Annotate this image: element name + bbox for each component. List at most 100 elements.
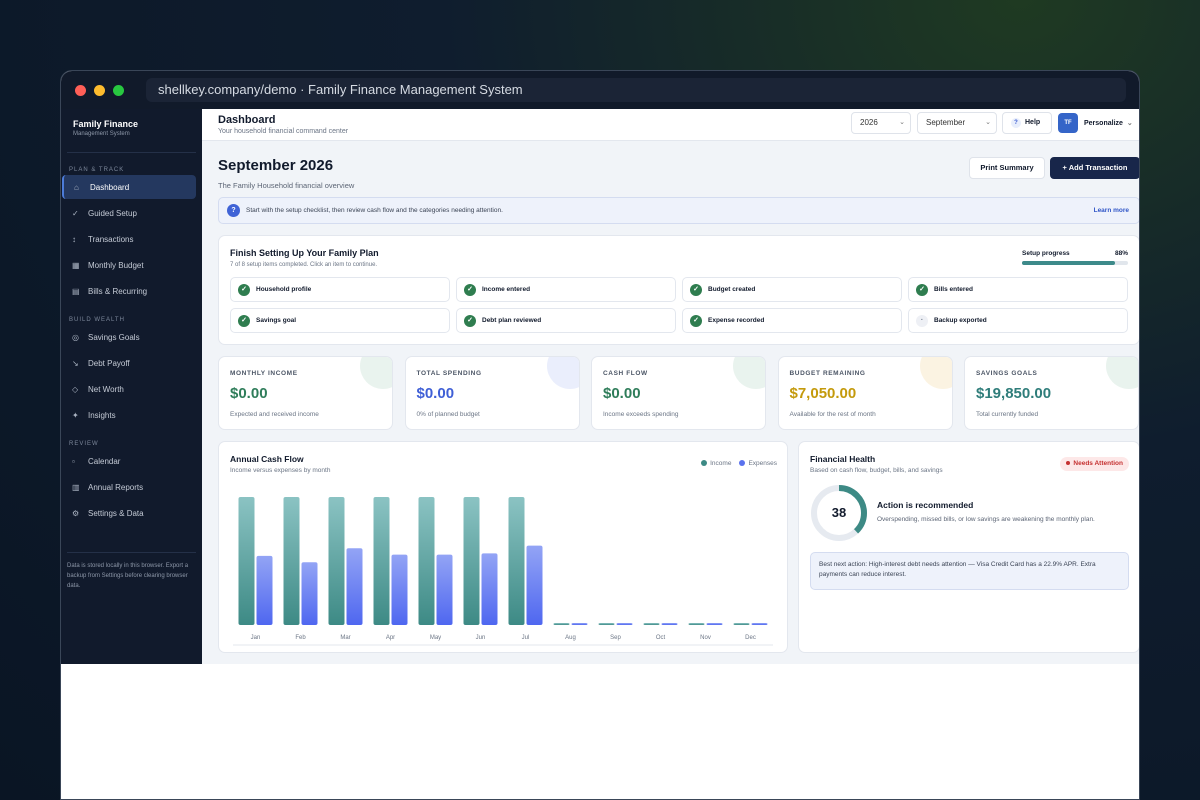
bar-expenses-apr[interactable] <box>391 554 408 625</box>
sidebar-item-bills-recurring[interactable]: ▤ Bills & Recurring <box>62 279 196 303</box>
x-tick-label: Aug <box>565 635 576 641</box>
sidebar-item-debt-payoff[interactable]: ↘ Debt Payoff <box>62 351 196 375</box>
legend-expenses-label: Expenses <box>748 460 777 467</box>
cashflow-subtitle: Income versus expenses by month <box>230 467 331 474</box>
check-icon: ✓ <box>916 283 928 296</box>
sidebar-item-transactions[interactable]: ↕ Transactions <box>62 227 196 251</box>
sidebar-item-label: Transactions <box>88 234 134 244</box>
sidebar-item-annual-reports[interactable]: ▥ Annual Reports <box>62 475 196 499</box>
bar-income-apr[interactable] <box>373 497 390 625</box>
check-icon: ✓ <box>238 314 250 327</box>
sidebar-item-guided-setup[interactable]: ✓ Guided Setup <box>62 201 196 225</box>
month-select[interactable]: September ⌄ <box>917 112 997 134</box>
alert-dot-icon <box>1066 461 1071 466</box>
bar-income-dec[interactable] <box>733 623 750 625</box>
monthly-budget-icon: ▦ <box>72 260 80 270</box>
sidebar-nav: PLAN & TRACK ⌂ Dashboard ✓ Guided Setup … <box>61 153 202 525</box>
check-icon: ✓ <box>238 283 250 296</box>
x-tick-label: Oct <box>656 635 666 641</box>
setup-task[interactable]: ✓ Debt plan reviewed <box>456 308 676 333</box>
stat-value: $19,850.00 <box>976 385 1052 402</box>
setup-task[interactable]: ✓ Budget created <box>682 277 902 302</box>
help-icon: ? <box>1011 118 1021 128</box>
sidebar-section-label: PLAN & TRACK <box>69 167 125 173</box>
setup-task[interactable]: ✓ Bills entered <box>908 277 1128 302</box>
annual-cash-flow-card: Annual Cash Flow Income versus expenses … <box>218 441 788 653</box>
bar-income-sep[interactable] <box>598 623 615 625</box>
bar-expenses-nov[interactable] <box>706 623 723 625</box>
stat-value: $0.00 <box>416 385 455 402</box>
sidebar-item-label: Annual Reports <box>88 482 144 492</box>
chevron-down-icon: ⌄ <box>899 119 905 126</box>
browser-window: shellkey.company/demo · Family Finance M… <box>60 70 1140 800</box>
maximize-window-button[interactable] <box>113 84 124 96</box>
sidebar-item-savings-goals[interactable]: ◎ Savings Goals <box>62 325 196 349</box>
card-decoration <box>546 357 579 389</box>
url-bar[interactable]: shellkey.company/demo · Family Finance M… <box>146 78 1126 102</box>
score-ring-fill <box>811 485 867 541</box>
setup-task-label: Debt plan reviewed <box>482 317 542 324</box>
page-subtitle: The Family Household financial overview <box>218 181 355 190</box>
help-button[interactable]: ? Help <box>1002 112 1052 134</box>
bar-expenses-oct[interactable] <box>661 623 678 625</box>
bar-expenses-jul[interactable] <box>526 545 543 625</box>
bar-income-may[interactable] <box>418 497 435 625</box>
close-window-button[interactable] <box>75 84 86 96</box>
bar-expenses-jun[interactable] <box>481 553 498 625</box>
print-summary-button[interactable]: Print Summary <box>969 157 1045 179</box>
brand-subtitle: Management System <box>73 131 130 137</box>
setup-task[interactable]: ✓ Household profile <box>230 277 450 302</box>
page-below-area <box>61 664 1139 799</box>
sidebar-item-net-worth[interactable]: ◇ Net Worth <box>62 377 196 401</box>
health-score: 38 <box>831 505 847 520</box>
year-select[interactable]: 2026 ⌄ <box>851 112 911 134</box>
bar-income-mar[interactable] <box>328 497 345 625</box>
sidebar-item-label: Calendar <box>88 456 121 466</box>
learn-more-link[interactable]: Learn more <box>1093 207 1129 214</box>
bar-expenses-jan[interactable] <box>256 555 273 625</box>
pending-icon: · <box>916 314 928 327</box>
bar-income-jun[interactable] <box>463 497 480 625</box>
card-decoration <box>733 357 765 389</box>
cashflow-title: Annual Cash Flow <box>230 454 304 464</box>
sidebar-item-dashboard[interactable]: ⌂ Dashboard <box>62 175 196 199</box>
bar-expenses-sep[interactable] <box>616 623 633 625</box>
bar-income-feb[interactable] <box>283 497 300 625</box>
bar-income-jul[interactable] <box>508 497 525 625</box>
bar-expenses-feb[interactable] <box>301 562 318 625</box>
bar-income-nov[interactable] <box>688 623 705 625</box>
bar-expenses-mar[interactable] <box>346 548 363 625</box>
sidebar-item-calendar[interactable]: ▫ Calendar <box>62 449 196 473</box>
setup-task[interactable]: ✓ Expense recorded <box>682 308 902 333</box>
stat-card: BUDGET REMAINING $7,050.00 Available for… <box>777 356 953 430</box>
stat-subtext: Expected and received income <box>230 411 319 418</box>
x-tick-label: Apr <box>386 635 395 641</box>
bar-expenses-dec[interactable] <box>751 623 768 625</box>
sidebar-item-label: Debt Payoff <box>88 358 130 368</box>
legend-expenses: Expenses <box>739 460 777 467</box>
bar-expenses-may[interactable] <box>436 554 453 625</box>
sidebar-item-monthly-budget[interactable]: ▦ Monthly Budget <box>62 253 196 277</box>
x-tick-label: Jul <box>522 635 530 641</box>
stat-label: SAVINGS GOALS <box>976 370 1038 377</box>
bar-expenses-aug[interactable] <box>571 623 588 625</box>
setup-progress-label: Setup progress <box>1022 250 1070 257</box>
add-transaction-button[interactable]: + Add Transaction <box>1050 157 1139 179</box>
bar-income-aug[interactable] <box>553 623 570 625</box>
stat-label: TOTAL SPENDING <box>416 370 482 377</box>
sidebar-section-label: REVIEW <box>69 441 99 447</box>
setup-task[interactable]: ✓ Income entered <box>456 277 676 302</box>
best-next-action: Best next action: High-interest debt nee… <box>810 552 1129 590</box>
personalize-button[interactable]: TF Personalize ⌄ <box>1058 111 1138 135</box>
sidebar-item-label: Net Worth <box>88 384 124 394</box>
bar-income-jan[interactable] <box>238 497 255 625</box>
sidebar-item-settings-data[interactable]: ⚙ Settings & Data <box>62 501 196 525</box>
bar-income-oct[interactable] <box>643 623 660 625</box>
sidebar-item-insights[interactable]: ✦ Insights <box>62 403 196 427</box>
avatar: TF <box>1058 113 1078 133</box>
setup-task[interactable]: ✓ Savings goal <box>230 308 450 333</box>
page-title: September 2026 <box>218 157 334 174</box>
minimize-window-button[interactable] <box>94 84 105 96</box>
stat-card: SAVINGS GOALS $19,850.00 Total currently… <box>964 356 1139 430</box>
setup-task[interactable]: · Backup exported <box>908 308 1128 333</box>
